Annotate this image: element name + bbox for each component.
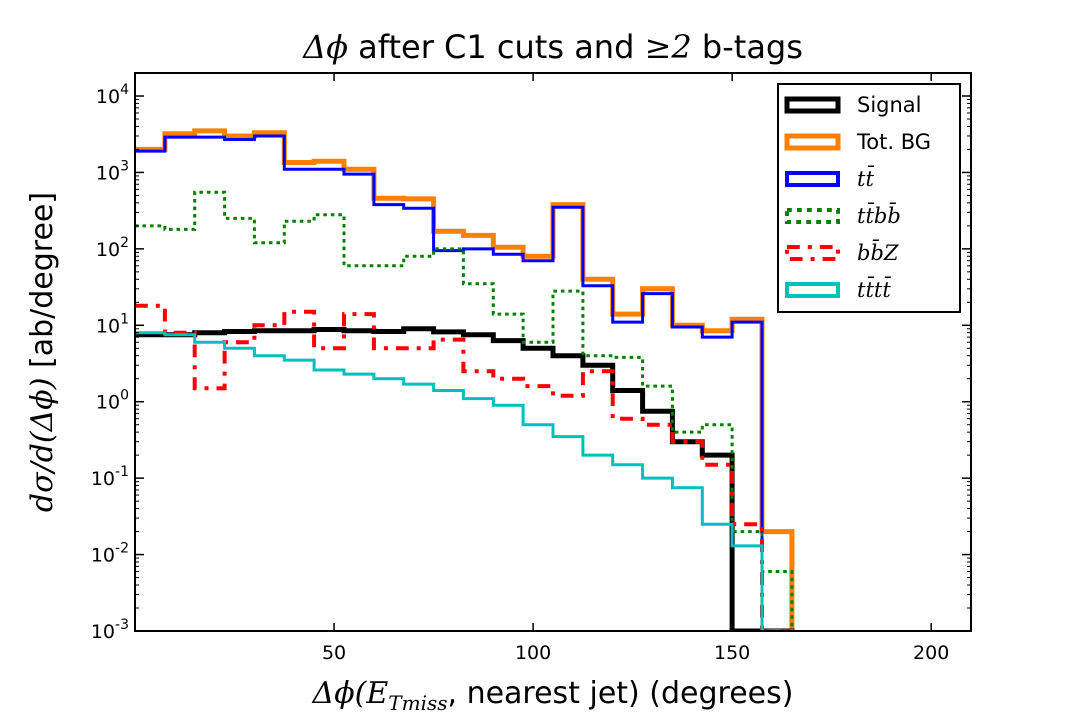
series-line-4 (135, 303, 794, 631)
ticks-layer: 50 100 150 200 10-3 10-2 10-1 100 101 102 103 104 (91, 72, 971, 664)
legend-swatch (785, 208, 840, 224)
series-line-3 (135, 190, 794, 631)
series-layer (135, 128, 795, 631)
xlabel-subscript: Tmiss (388, 691, 447, 715)
xlabel-e: E (365, 676, 388, 711)
xlabel-delta: Δ (312, 676, 335, 711)
ylabel-math: dσ/d(Δϕ) (25, 378, 60, 513)
xlabel-suffix: , nearest jet) (degrees) (448, 676, 794, 711)
x-tick-label: 150 (714, 642, 750, 664)
x-tick-label: 50 (322, 642, 346, 664)
series-line-1 (135, 326, 795, 631)
title-geq: ≥2 (645, 28, 692, 66)
y-tick-label: 100 (96, 388, 129, 414)
x-tick-label: 200 (913, 642, 949, 664)
title-delta: Δ (301, 28, 326, 66)
y-axis-label: dσ/d(Δϕ) [ab/degree] (25, 192, 60, 512)
title-middle: after C1 cuts and (348, 28, 645, 66)
legend-label: tt̄ (857, 165, 875, 191)
ylabel-unit: [ab/degree] (25, 192, 60, 378)
y-tick-label: 103 (96, 158, 129, 184)
legend-box (777, 83, 961, 313)
legend: Signal Tot. BG tt̄ tt̄bb̄ bb̄Z tt̄tt̄ (777, 83, 961, 313)
legend-label: Signal (857, 93, 922, 117)
y-tick-label: 101 (96, 311, 129, 337)
title-phi: ϕ (326, 28, 348, 66)
y-tick-label: 10-3 (91, 617, 129, 643)
legend-label: Tot. BG (856, 130, 931, 154)
legend-label: tt̄bb̄ (857, 202, 901, 228)
xlabel-phi: ϕ( (334, 676, 367, 711)
legend-swatch (784, 96, 841, 114)
legend-swatch (785, 171, 840, 187)
x-tick-label: 100 (515, 642, 551, 664)
series-line-2 (135, 134, 794, 631)
series-line-5 (135, 331, 794, 631)
legend-swatch (785, 245, 840, 261)
legend-swatch (784, 133, 841, 151)
legend-swatch (785, 282, 840, 298)
chart-title: Δϕ after C1 cuts and ≥2 b-tags (301, 28, 803, 66)
legend-label: bb̄Z (857, 239, 899, 265)
plot-frame (134, 72, 972, 632)
y-tick-label: 104 (96, 82, 129, 108)
y-tick-label: 10-2 (91, 541, 129, 567)
title-suffix: b-tags (692, 28, 803, 66)
y-tick-label: 102 (96, 235, 129, 261)
legend-label: tt̄tt̄ (857, 276, 892, 302)
y-tick-label: 10-1 (91, 464, 129, 490)
x-axis-label: Δϕ(ETmiss, nearest jet) (degrees) (312, 676, 794, 715)
